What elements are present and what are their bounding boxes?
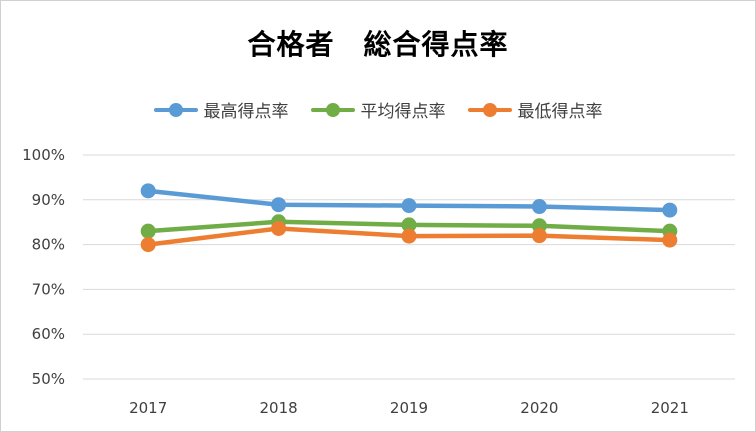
legend-marker-min	[482, 102, 497, 117]
chart-title: 合格者 総合得点率	[247, 28, 509, 61]
legend-marker-max	[168, 102, 183, 117]
data-point-avg	[401, 217, 417, 233]
data-point-max	[271, 197, 287, 213]
legend-item-max: 最高得点率	[153, 97, 289, 122]
legend-item-min: 最低得点率	[467, 97, 603, 122]
y-tick-label: 50%	[32, 370, 65, 388]
x-tick-label: 2017	[129, 399, 167, 417]
data-point-max	[662, 202, 678, 218]
data-point-min	[662, 232, 678, 248]
y-tick-label: 90%	[32, 191, 65, 209]
legend-label-avg: 平均得点率	[360, 102, 446, 122]
x-tick-label: 2020	[520, 399, 558, 417]
legend-marker-avg	[325, 102, 340, 117]
data-point-min	[140, 237, 156, 253]
y-tick-label: 60%	[32, 325, 65, 343]
data-point-min	[531, 228, 547, 244]
chart-legend: 最高得点率 平均得点率 最低得点率	[1, 97, 755, 122]
data-point-max	[401, 198, 417, 214]
legend-swatch-avg	[310, 102, 355, 117]
x-tick-label: 2018	[260, 399, 298, 417]
legend-label-min: 最低得点率	[517, 102, 603, 122]
data-point-min	[271, 220, 287, 236]
legend-swatch-max	[153, 102, 198, 117]
data-point-max	[140, 183, 156, 199]
data-point-avg	[140, 223, 156, 239]
legend-swatch-min	[467, 102, 512, 117]
legend-item-avg: 平均得点率	[310, 97, 446, 122]
y-tick-label: 80%	[32, 236, 65, 254]
legend-label-max: 最高得点率	[203, 102, 289, 122]
data-point-min	[401, 228, 417, 244]
y-tick-label: 70%	[32, 280, 65, 298]
x-tick-label: 2019	[390, 399, 428, 417]
y-tick-label: 100%	[22, 146, 65, 164]
x-tick-label: 2021	[651, 399, 689, 417]
data-point-max	[531, 199, 547, 215]
